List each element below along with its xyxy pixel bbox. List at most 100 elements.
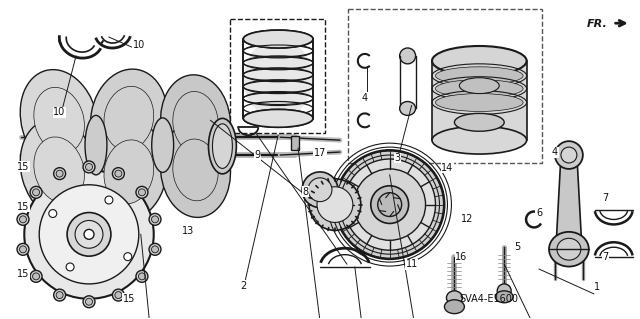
Text: 15: 15 — [17, 269, 29, 279]
Text: 2: 2 — [240, 281, 246, 291]
Bar — [230, 19, 325, 133]
Ellipse shape — [354, 169, 426, 240]
Ellipse shape — [86, 163, 93, 170]
Ellipse shape — [557, 238, 581, 260]
Ellipse shape — [173, 139, 218, 201]
Ellipse shape — [447, 291, 462, 305]
Ellipse shape — [34, 137, 84, 203]
Ellipse shape — [104, 140, 154, 204]
Ellipse shape — [555, 141, 583, 169]
Text: 9: 9 — [254, 150, 260, 160]
Text: 4: 4 — [362, 93, 368, 102]
Ellipse shape — [56, 292, 63, 299]
Text: 7: 7 — [603, 252, 609, 262]
Ellipse shape — [161, 122, 230, 218]
Ellipse shape — [34, 87, 84, 153]
Ellipse shape — [149, 213, 161, 225]
Ellipse shape — [435, 80, 523, 98]
Ellipse shape — [30, 271, 42, 282]
Ellipse shape — [24, 170, 154, 299]
Ellipse shape — [138, 189, 145, 196]
Bar — [348, 9, 542, 163]
Ellipse shape — [83, 296, 95, 308]
Ellipse shape — [152, 246, 159, 253]
Ellipse shape — [33, 273, 40, 280]
Ellipse shape — [309, 179, 361, 230]
Polygon shape — [556, 155, 582, 247]
Ellipse shape — [243, 109, 313, 127]
Text: 4: 4 — [552, 147, 558, 157]
Ellipse shape — [75, 220, 103, 248]
Ellipse shape — [17, 243, 29, 255]
Text: 15: 15 — [123, 294, 135, 304]
Ellipse shape — [243, 30, 313, 48]
Text: 1: 1 — [594, 282, 600, 292]
Text: 13: 13 — [182, 226, 195, 236]
Ellipse shape — [124, 253, 132, 261]
Ellipse shape — [84, 229, 94, 239]
Ellipse shape — [85, 115, 107, 175]
Ellipse shape — [435, 93, 523, 111]
Text: 6: 6 — [536, 208, 542, 218]
Text: 5: 5 — [514, 242, 520, 252]
Ellipse shape — [67, 212, 111, 256]
Ellipse shape — [20, 119, 98, 221]
Ellipse shape — [243, 39, 313, 118]
Ellipse shape — [19, 216, 26, 223]
Ellipse shape — [243, 30, 313, 48]
Ellipse shape — [113, 289, 124, 301]
Text: 10: 10 — [53, 108, 65, 117]
Ellipse shape — [136, 186, 148, 198]
Ellipse shape — [432, 46, 527, 76]
Text: 7: 7 — [603, 193, 609, 203]
Ellipse shape — [454, 114, 504, 131]
Ellipse shape — [149, 243, 161, 255]
Ellipse shape — [371, 186, 408, 223]
Ellipse shape — [113, 168, 124, 180]
Ellipse shape — [561, 147, 577, 163]
Ellipse shape — [39, 185, 139, 284]
Ellipse shape — [86, 298, 93, 305]
Ellipse shape — [91, 122, 167, 221]
Ellipse shape — [243, 109, 313, 127]
Text: 3: 3 — [395, 153, 401, 163]
Text: 17: 17 — [314, 148, 326, 158]
Ellipse shape — [302, 172, 338, 208]
Ellipse shape — [66, 263, 74, 271]
Ellipse shape — [56, 170, 63, 177]
FancyBboxPatch shape — [432, 61, 527, 140]
Ellipse shape — [549, 232, 589, 267]
Ellipse shape — [83, 161, 95, 173]
Text: 11: 11 — [406, 259, 418, 269]
Ellipse shape — [161, 75, 230, 170]
Ellipse shape — [104, 86, 154, 150]
Ellipse shape — [138, 273, 145, 280]
Ellipse shape — [136, 271, 148, 282]
Ellipse shape — [17, 213, 29, 225]
Text: 15: 15 — [17, 162, 29, 172]
Text: 16: 16 — [455, 252, 467, 262]
Ellipse shape — [317, 187, 353, 222]
Text: SVA4-E1600: SVA4-E1600 — [460, 294, 519, 304]
Ellipse shape — [20, 70, 98, 171]
Ellipse shape — [308, 178, 332, 202]
Ellipse shape — [54, 168, 66, 180]
Text: 10: 10 — [132, 40, 145, 50]
Ellipse shape — [152, 216, 159, 223]
Text: 12: 12 — [461, 214, 474, 225]
Ellipse shape — [173, 92, 218, 153]
Ellipse shape — [33, 189, 40, 196]
Ellipse shape — [378, 193, 402, 217]
Ellipse shape — [49, 210, 57, 218]
Ellipse shape — [105, 196, 113, 204]
Ellipse shape — [115, 170, 122, 177]
Ellipse shape — [209, 118, 236, 174]
Ellipse shape — [460, 78, 499, 93]
Text: 14: 14 — [442, 163, 454, 173]
Text: 8: 8 — [302, 187, 308, 197]
Ellipse shape — [152, 118, 173, 172]
Ellipse shape — [344, 159, 435, 250]
Ellipse shape — [495, 291, 513, 303]
Ellipse shape — [30, 186, 42, 198]
Ellipse shape — [399, 48, 415, 64]
